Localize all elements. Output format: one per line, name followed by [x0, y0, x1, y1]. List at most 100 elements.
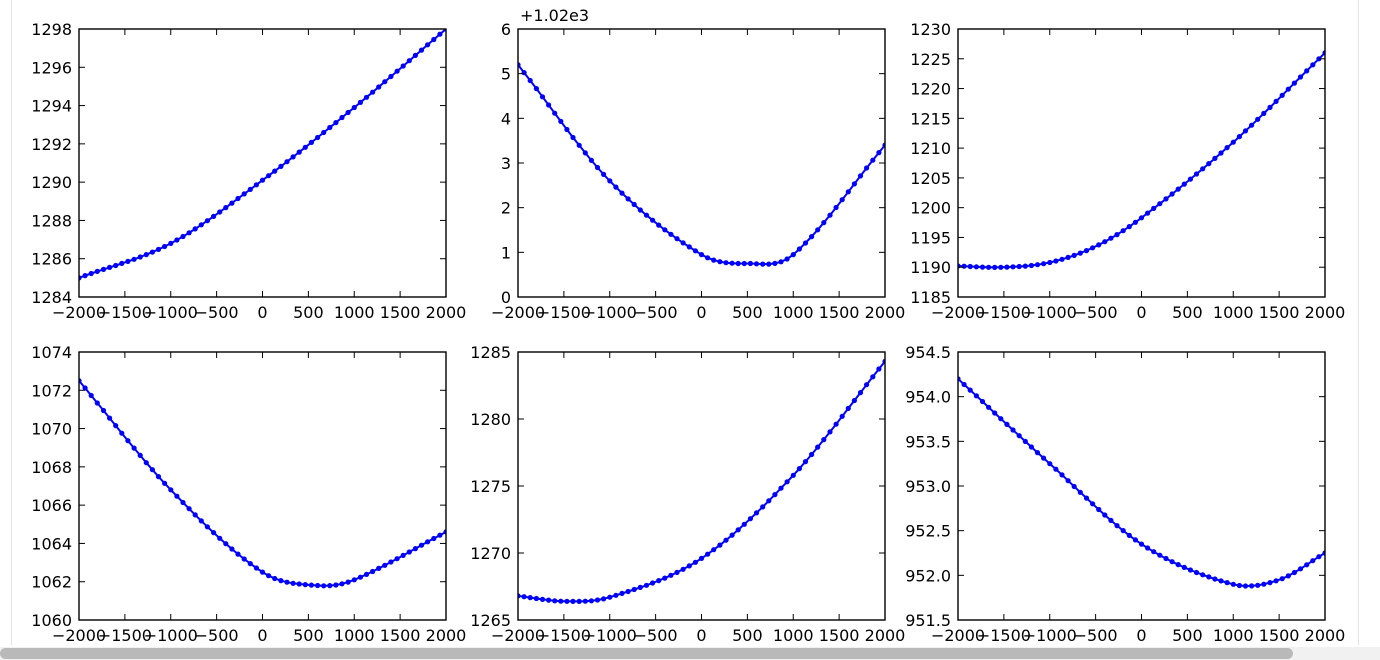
data-point: [662, 227, 668, 233]
data-point: [272, 575, 278, 582]
x-tick-label: −2000: [52, 626, 106, 645]
data-point: [162, 480, 168, 486]
data-point: [1249, 122, 1255, 128]
data-point: [1041, 455, 1047, 461]
data-point: [570, 598, 576, 605]
data-point: [1132, 537, 1138, 543]
data-point: [1273, 578, 1279, 584]
data-point: [180, 499, 186, 506]
x-tick-label: −1500: [977, 626, 1031, 645]
data-point: [315, 134, 321, 141]
data-point: [253, 565, 259, 571]
x-tick-label: 1000: [773, 303, 814, 322]
y-tick-label: 1066: [31, 496, 72, 515]
x-tick-label: 1000: [773, 626, 814, 645]
data-point: [1285, 573, 1291, 579]
data-point: [973, 393, 980, 399]
data-point: [1157, 201, 1163, 207]
data-point: [1175, 562, 1181, 568]
data-point: [643, 212, 650, 218]
data-point: [778, 259, 784, 265]
data-point: [790, 252, 796, 258]
data-point: [594, 597, 601, 603]
data-point: [412, 52, 418, 59]
data-point: [1126, 532, 1132, 539]
data-point: [1181, 181, 1187, 187]
data-point: [296, 581, 302, 587]
y-tick-label: 1070: [31, 420, 72, 439]
x-tick-label: 0: [696, 303, 706, 322]
data-point: [564, 598, 570, 604]
data-point: [686, 244, 692, 250]
scrollbar-thumb[interactable]: [0, 648, 1293, 659]
x-tick-label: −1500: [977, 303, 1031, 322]
data-point: [382, 562, 388, 568]
data-point: [760, 261, 766, 267]
x-tick-label: −500: [634, 626, 678, 645]
data-point: [119, 260, 125, 266]
data-point: [308, 582, 314, 588]
data-point: [1163, 196, 1169, 202]
data-point: [1034, 450, 1041, 456]
data-point: [437, 532, 443, 538]
data-point: [815, 444, 821, 450]
data-point: [1224, 580, 1230, 586]
x-tick-label: 2000: [1305, 626, 1346, 645]
data-point: [1310, 62, 1316, 68]
data-point: [1291, 569, 1297, 576]
x-tick-label: −2000: [491, 303, 545, 322]
x-tick-label: 500: [732, 303, 763, 322]
data-point: [576, 142, 582, 148]
data-point: [1041, 261, 1047, 267]
data-point: [217, 209, 223, 215]
data-point: [527, 595, 533, 601]
data-point: [266, 173, 272, 179]
data-point: [1193, 569, 1200, 576]
y-tick-label: 5: [501, 65, 511, 84]
data-point: [741, 521, 747, 527]
horizontal-scrollbar[interactable]: [0, 647, 1380, 660]
data-point: [1316, 56, 1322, 62]
data-point: [613, 184, 619, 190]
data-point: [155, 246, 162, 252]
data-point: [394, 556, 400, 562]
data-point: [796, 466, 803, 472]
data-point: [100, 266, 107, 272]
data-point: [345, 579, 351, 585]
x-tick-label: −500: [1074, 303, 1118, 322]
data-point: [979, 398, 986, 405]
x-tick-label: 500: [1172, 626, 1203, 645]
data-point: [339, 581, 345, 587]
data-point: [1077, 250, 1083, 256]
data-point: [333, 582, 339, 588]
x-tick-label: −500: [634, 303, 678, 322]
y-tick-label: 1210: [910, 139, 951, 158]
data-point: [180, 233, 186, 240]
data-point: [637, 584, 643, 591]
y-tick-label: 6: [501, 20, 511, 39]
data-point: [241, 556, 247, 562]
data-point: [723, 260, 729, 266]
data-point: [631, 586, 637, 593]
data-point: [747, 260, 754, 267]
data-point: [827, 212, 833, 218]
data-point: [521, 70, 527, 76]
data-point: [1304, 562, 1310, 568]
data-point: [870, 374, 876, 380]
data-point: [1022, 263, 1028, 269]
x-tick-label: 2000: [865, 303, 906, 322]
data-point: [772, 260, 778, 266]
data-point: [809, 234, 815, 240]
data-point: [370, 568, 376, 575]
data-point: [864, 382, 870, 388]
data-point: [113, 262, 119, 269]
data-point: [1071, 252, 1077, 258]
data-point: [1145, 210, 1151, 216]
data-point: [967, 263, 973, 270]
data-point: [857, 390, 864, 396]
series-line: [79, 29, 446, 279]
data-point: [656, 578, 662, 584]
subplot-4: −2000−1500−1000−500 0 500 1000 1500 2000 1060 1…: [31, 343, 466, 645]
data-point: [113, 423, 119, 429]
series-line: [958, 378, 1325, 588]
